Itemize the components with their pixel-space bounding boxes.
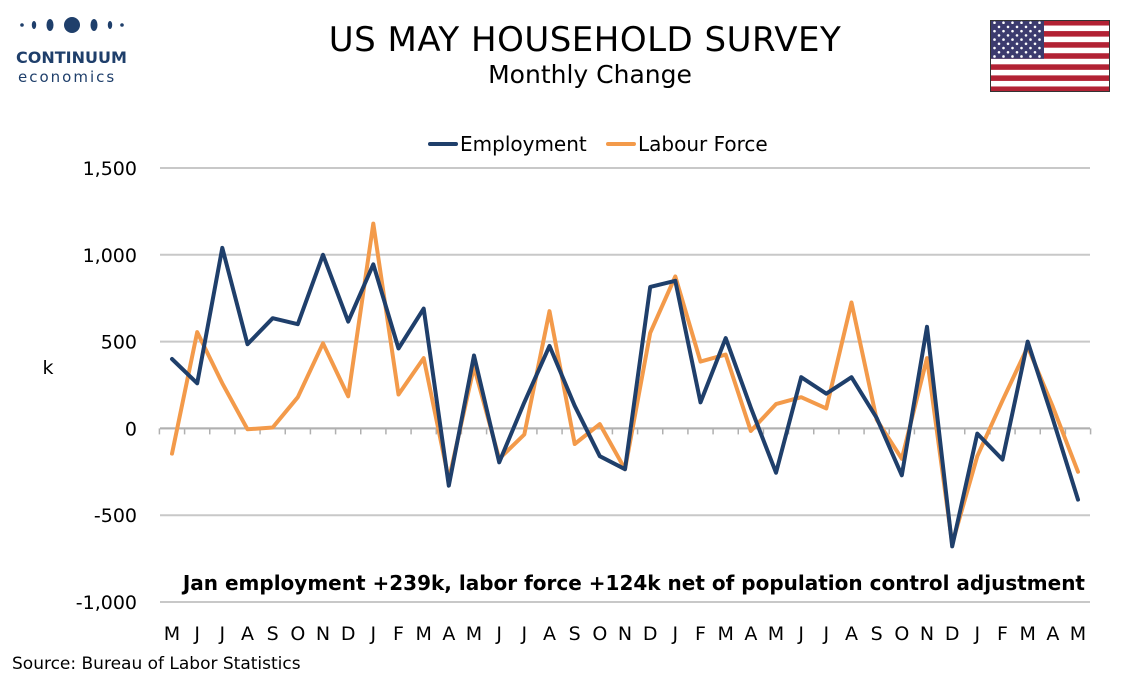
source-note: Source: Bureau of Labor Statistics xyxy=(12,654,301,674)
x-tick-label: M xyxy=(466,623,482,645)
logo-subtitle: economics xyxy=(18,68,117,86)
x-tick-label: A xyxy=(1046,623,1059,645)
x-tick-label: A xyxy=(442,623,455,645)
y-tick-label: 1,000 xyxy=(83,245,137,267)
logo-brand: CONTINUUM xyxy=(16,48,127,67)
y-tick-label: 500 xyxy=(101,332,137,354)
logo-dots-icon xyxy=(20,17,124,33)
x-tick-label: O xyxy=(592,623,607,645)
x-tick-label: M xyxy=(768,623,784,645)
x-tick-label: J xyxy=(370,623,377,645)
series-line-employment xyxy=(170,245,1080,549)
x-tick-label: O xyxy=(290,623,305,645)
x-tick-label: M xyxy=(164,623,180,645)
x-tick-label: N xyxy=(618,623,632,645)
x-tick-label: D xyxy=(643,623,658,645)
legend: Employment Labour Force xyxy=(428,132,768,156)
x-tick-label: A xyxy=(744,623,757,645)
x-tick-label: O xyxy=(894,623,909,645)
x-tick-label: J xyxy=(193,623,200,645)
x-tick-label: A xyxy=(241,623,254,645)
legend-label: Labour Force xyxy=(638,132,768,156)
x-tick-label: F xyxy=(695,623,706,645)
x-tick-label: D xyxy=(341,623,356,645)
x-tick-label: A xyxy=(543,623,556,645)
x-tick-label: F xyxy=(393,623,404,645)
x-tick-label: S xyxy=(267,623,279,645)
chart-subtitle: Monthly Change xyxy=(488,60,692,89)
chart-title: US MAY HOUSEHOLD SURVEY xyxy=(328,20,842,60)
x-tick-label: M xyxy=(415,623,431,645)
series-lines xyxy=(170,221,1080,549)
x-tick-label: N xyxy=(920,623,934,645)
y-tick-label: 1,500 xyxy=(83,158,137,180)
x-tick-label: J xyxy=(672,623,679,645)
x-tick-label: M xyxy=(1070,623,1086,645)
x-tick-label: D xyxy=(945,623,960,645)
x-tick-label: M xyxy=(717,623,733,645)
y-tick-label: -1,000 xyxy=(76,592,137,614)
x-tick-label: J xyxy=(521,623,528,645)
chart-annotation: Jan employment +239k, labor force +124k … xyxy=(181,571,1086,595)
x-tick-label: J xyxy=(219,623,226,645)
company-logo: CONTINUUM economics xyxy=(14,14,144,85)
x-tick-label: S xyxy=(871,623,883,645)
legend-label: Employment xyxy=(460,132,587,156)
y-axis-label: k xyxy=(42,357,53,379)
x-tick-label: J xyxy=(823,623,830,645)
x-tick-label: J xyxy=(495,623,502,645)
x-tick-label: M xyxy=(1019,623,1035,645)
x-tick-label: J xyxy=(797,623,804,645)
y-axis-ticks: -1,000 -500 0 500 1,000 1,500 xyxy=(76,158,137,614)
y-tick-label: -500 xyxy=(94,505,137,527)
x-tick-label: F xyxy=(997,623,1008,645)
x-tick-label: N xyxy=(316,623,330,645)
us-flag-icon xyxy=(990,20,1110,92)
gridlines xyxy=(160,167,1090,603)
x-tick-label: A xyxy=(845,623,858,645)
x-tick-label: J xyxy=(974,623,981,645)
x-tick-label: S xyxy=(569,623,581,645)
series-line-labour-force xyxy=(170,221,1080,546)
y-tick-label: 0 xyxy=(125,418,137,440)
